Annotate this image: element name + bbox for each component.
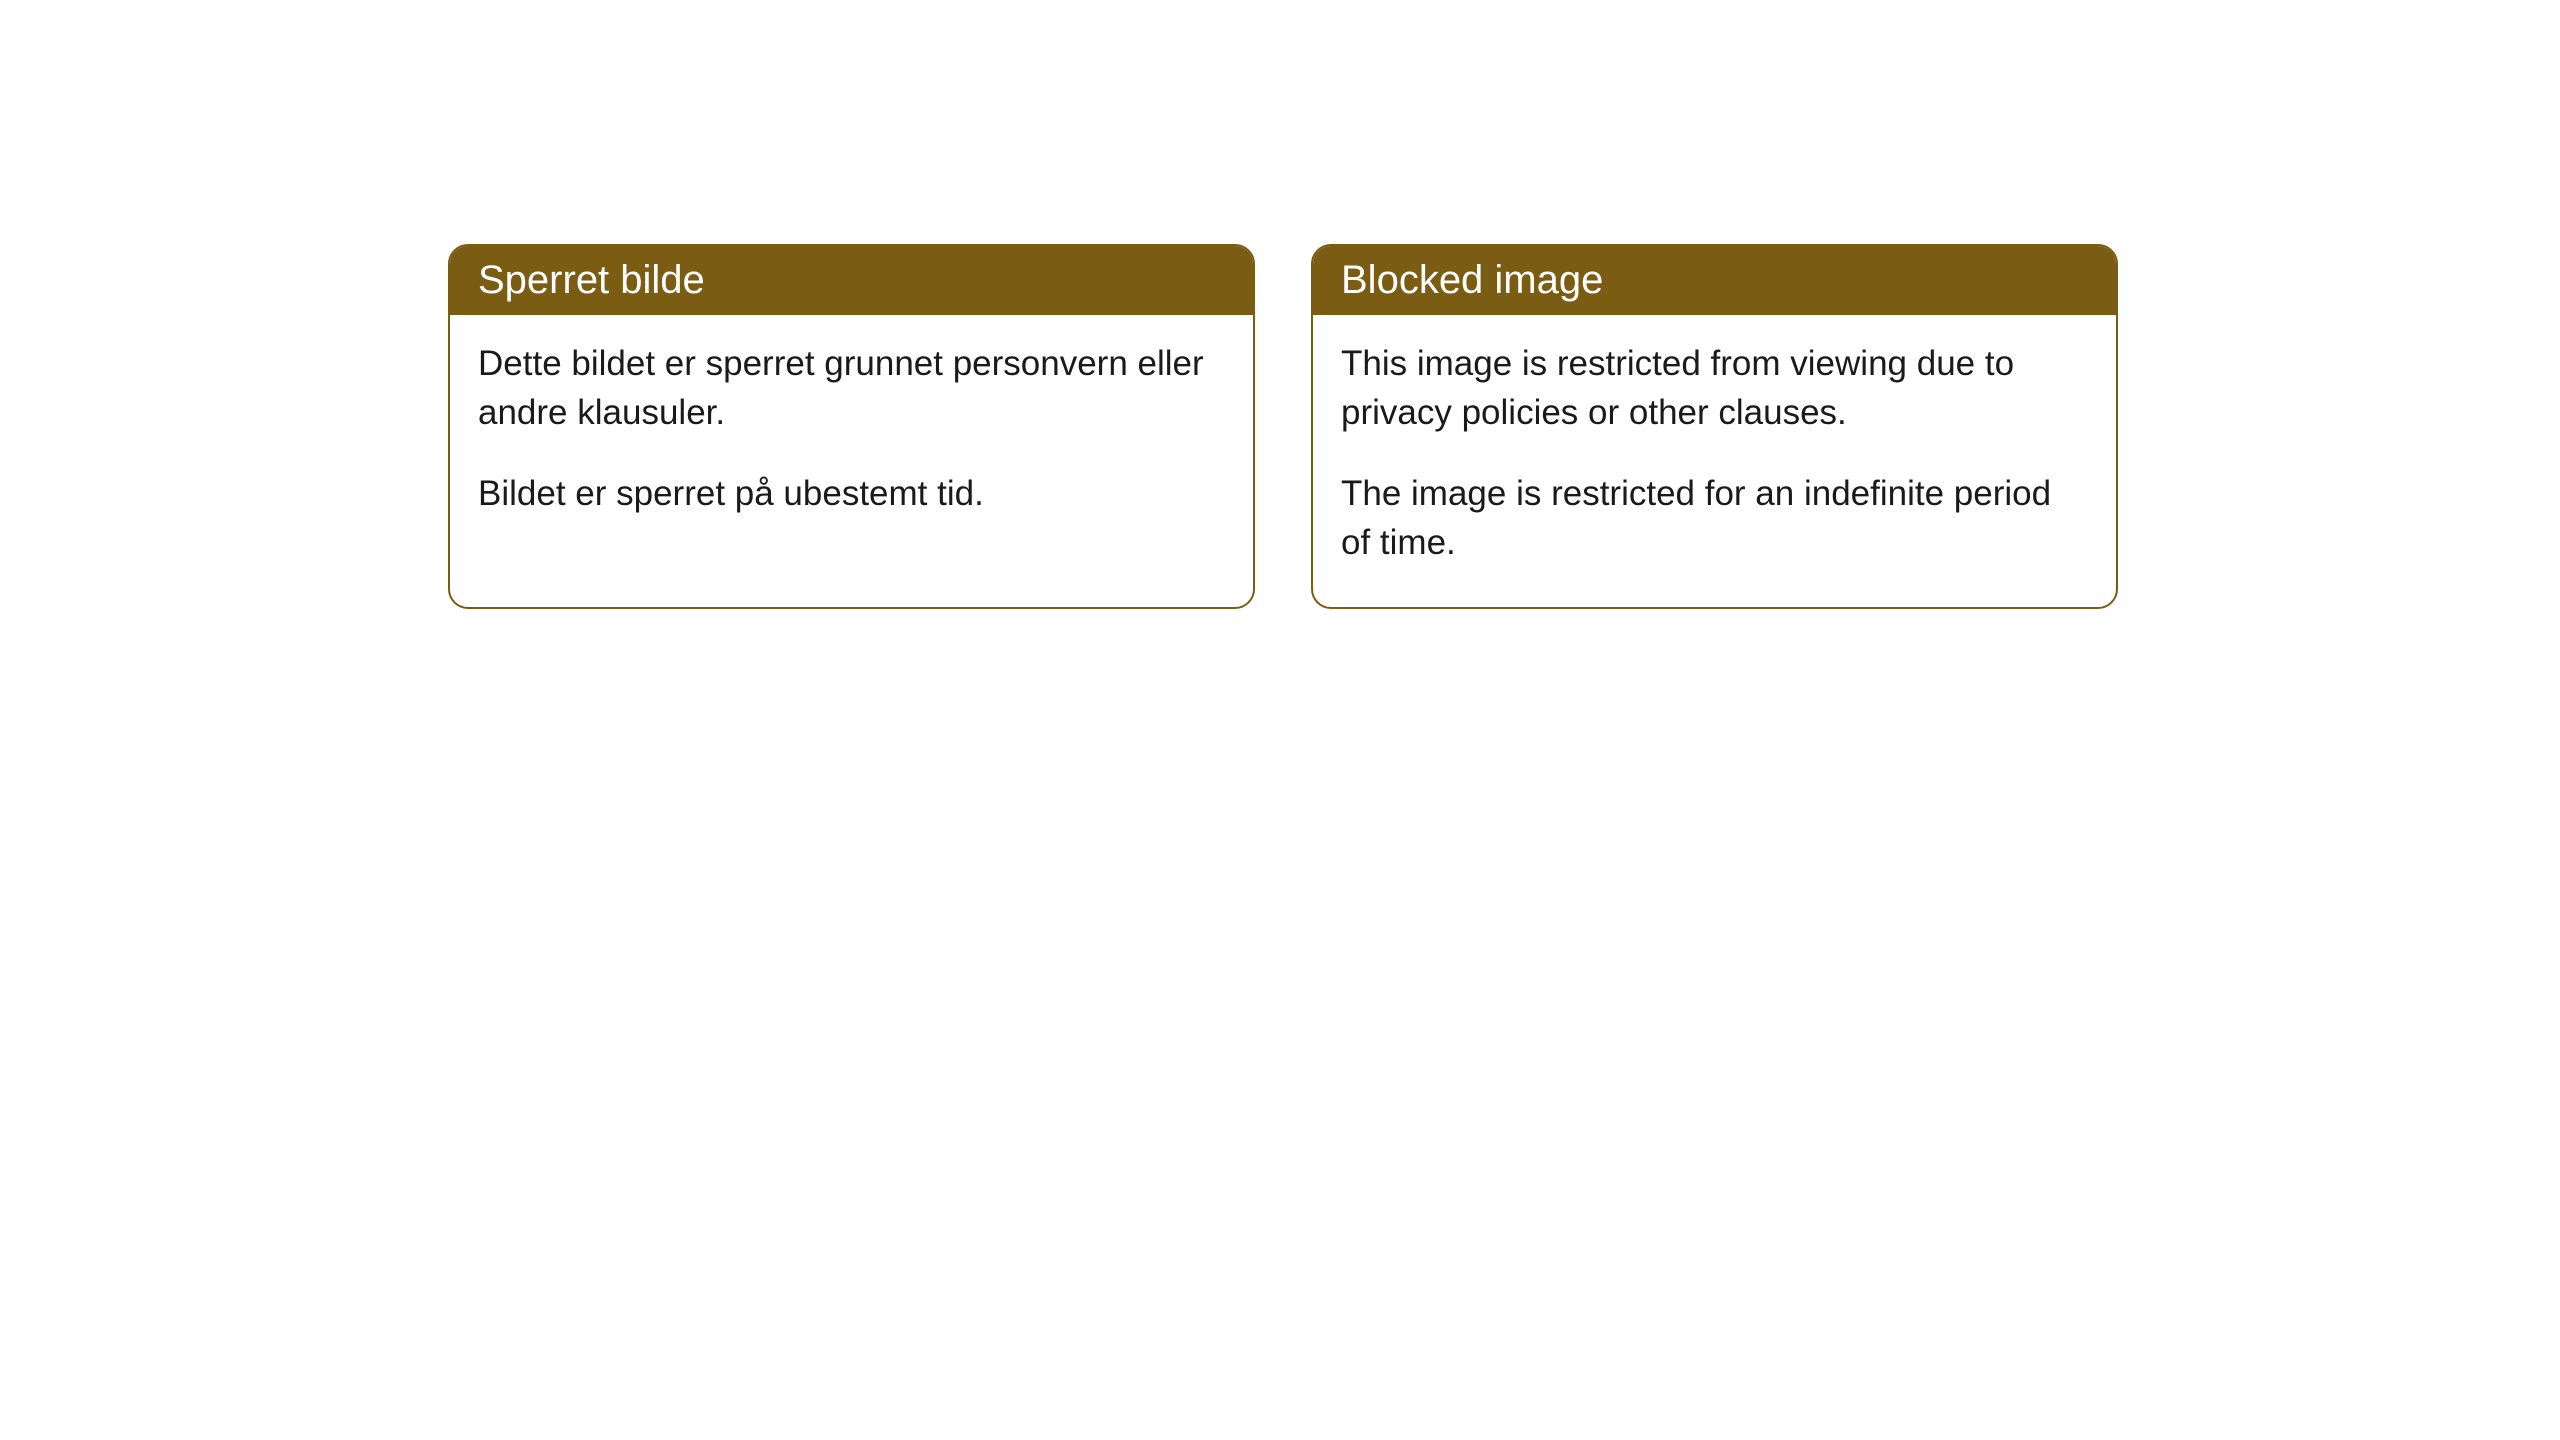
card-body: This image is restricted from viewing du… [1313, 315, 2116, 607]
card-header: Sperret bilde [450, 246, 1253, 315]
card-title: Blocked image [1341, 258, 1603, 302]
blocked-image-card-norwegian: Sperret bilde Dette bildet er sperret gr… [448, 244, 1255, 609]
card-body: Dette bildet er sperret grunnet personve… [450, 315, 1253, 558]
notice-cards-container: Sperret bilde Dette bildet er sperret gr… [448, 244, 2118, 609]
card-paragraph: Dette bildet er sperret grunnet personve… [478, 339, 1225, 437]
card-paragraph: Bildet er sperret på ubestemt tid. [478, 469, 1225, 518]
card-title: Sperret bilde [478, 258, 705, 302]
card-header: Blocked image [1313, 246, 2116, 315]
blocked-image-card-english: Blocked image This image is restricted f… [1311, 244, 2118, 609]
card-paragraph: This image is restricted from viewing du… [1341, 339, 2088, 437]
card-paragraph: The image is restricted for an indefinit… [1341, 469, 2088, 567]
